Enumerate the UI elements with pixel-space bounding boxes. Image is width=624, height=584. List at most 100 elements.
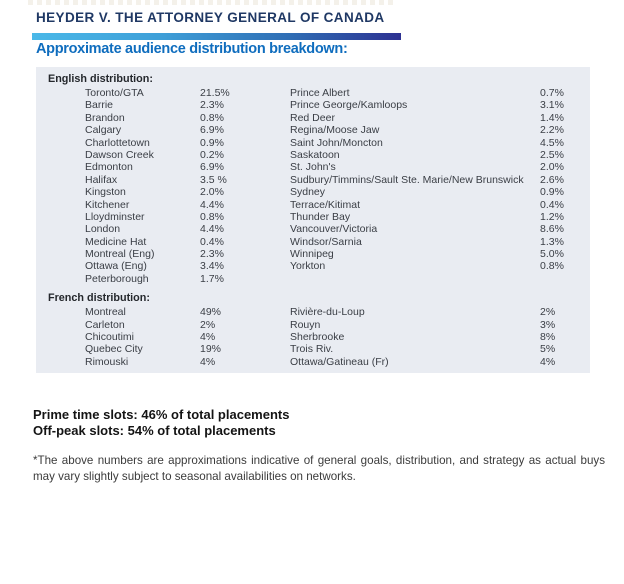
market-share: 2.5% [540, 148, 564, 161]
market-share: 1.3% [540, 235, 564, 248]
market-share: 19% [200, 343, 222, 356]
market-name: Halifax [85, 173, 118, 186]
market-name: Ottawa/Gatineau (Fr) [290, 355, 389, 368]
english-distribution-label: English distribution: [48, 73, 153, 85]
market-share: 1.2% [540, 210, 564, 223]
market-share: 2.6% [540, 173, 564, 186]
section-heading: Approximate audience distribution breakd… [36, 41, 348, 57]
market-name: Toronto/GTA [85, 87, 144, 99]
footnote: *The above numbers are approximations in… [33, 454, 605, 483]
distribution-row: Edmonton 6.9% [85, 161, 290, 173]
french-right-column: Rivière-du-Loup 2% Rouyn 3% Sherbrooke 8… [290, 306, 590, 368]
market-name: Vancouver/Victoria [290, 223, 378, 236]
market-name: Calgary [85, 124, 122, 137]
market-name: Trois Riv. [290, 343, 334, 356]
market-name: Yorkton [290, 260, 326, 273]
market-name: Edmonton [85, 161, 133, 174]
market-name: Sudbury/Timmins/Sault Ste. Marie/New Bru… [290, 173, 524, 186]
distribution-row: Rimouski 4% [85, 356, 290, 368]
market-name: Prince Albert [290, 87, 350, 99]
distribution-row: Red Deer 1.4% [290, 112, 590, 124]
distribution-row: Halifax 3.5 % [85, 174, 290, 186]
distribution-row: Rivière-du-Loup 2% [290, 306, 590, 318]
market-name: Rouyn [290, 318, 321, 331]
distribution-row: Sherbrooke 8% [290, 331, 590, 343]
cropped-text-artifact [28, 0, 393, 5]
distribution-row: Prince Albert 0.7% [290, 87, 590, 99]
market-name: Carleton [85, 318, 125, 331]
distribution-panel: English distribution: Toronto/GTA 21.5% … [36, 67, 590, 373]
distribution-row: Kitchener 4.4% [85, 199, 290, 211]
market-name: Charlottetown [85, 136, 150, 149]
market-name: Rimouski [85, 355, 129, 368]
english-right-column: Prince Albert 0.7% Prince George/Kamloop… [290, 87, 590, 273]
market-name: Prince George/Kamloops [290, 99, 408, 112]
market-share: 8.6% [540, 223, 564, 236]
off-peak-line: Off-peak slots: 54% of total placements [33, 422, 276, 438]
market-share: 0.4% [540, 198, 564, 211]
market-share: 6.9% [200, 124, 224, 137]
market-share: 5% [540, 343, 556, 356]
market-name: Lloydminster [85, 210, 145, 223]
page-title: HEYDER V. THE ATTORNEY GENERAL OF CANADA [36, 10, 385, 25]
market-name: Rivière-du-Loup [290, 306, 365, 319]
distribution-row: Prince George/Kamloops 3.1% [290, 99, 590, 111]
market-share: 5.0% [540, 248, 564, 261]
french-left-column: Montreal 49% Carleton 2% Chicoutimi 4% Q… [85, 306, 290, 368]
english-left-column: Toronto/GTA 21.5% Barrie 2.3% Brandon 0.… [85, 87, 290, 285]
market-share: 0.8% [200, 210, 224, 223]
french-distribution-section: French distribution: Montreal 49% Carlet… [36, 291, 590, 368]
distribution-row: Regina/Moose Jaw 2.2% [290, 124, 590, 136]
distribution-row: Charlottetown 0.9% [85, 137, 290, 149]
market-name: Regina/Moose Jaw [290, 124, 380, 137]
market-share: 0.8% [540, 260, 564, 273]
market-name: Peterborough [85, 272, 149, 285]
market-share: 2.0% [540, 161, 564, 174]
distribution-row: Sudbury/Timmins/Sault Ste. Marie/New Bru… [290, 174, 590, 186]
market-share: 0.2% [200, 148, 224, 161]
distribution-row: Thunder Bay 1.2% [290, 211, 590, 223]
market-name: Montreal [85, 306, 126, 319]
market-name: Terrace/Kitimat [290, 198, 361, 211]
market-share: 3% [540, 318, 556, 331]
distribution-row: Windsor/Sarnia 1.3% [290, 236, 590, 248]
market-share: 4% [540, 355, 556, 368]
market-name: Barrie [85, 99, 114, 112]
market-name: Brandon [85, 111, 125, 124]
market-share: 0.9% [540, 186, 564, 199]
distribution-row: Peterborough 1.7% [85, 273, 290, 285]
market-name: Saskatoon [290, 148, 340, 161]
market-name: Red Deer [290, 111, 335, 124]
distribution-row: Yorkton 0.8% [290, 260, 590, 272]
distribution-row: Montreal 49% [85, 306, 290, 318]
market-name: Chicoutimi [85, 331, 135, 344]
distribution-row: Toronto/GTA 21.5% [85, 87, 290, 99]
market-share: 3.5 % [200, 173, 227, 186]
distribution-row: Vancouver/Victoria 8.6% [290, 223, 590, 235]
distribution-row: St. John's 2.0% [290, 161, 590, 173]
market-share: 0.7% [540, 87, 564, 99]
market-name: Windsor/Sarnia [290, 235, 362, 248]
market-share: 2.2% [540, 124, 564, 137]
market-name: Thunder Bay [290, 210, 351, 223]
distribution-row: London 4.4% [85, 223, 290, 235]
english-distribution-columns: Toronto/GTA 21.5% Barrie 2.3% Brandon 0.… [36, 87, 590, 285]
market-name: Sydney [290, 186, 326, 199]
distribution-row: Calgary 6.9% [85, 124, 290, 136]
market-share: 0.9% [200, 136, 224, 149]
title-underline-bar [32, 33, 401, 40]
french-distribution-columns: Montreal 49% Carleton 2% Chicoutimi 4% Q… [36, 306, 590, 368]
market-share: 8% [540, 331, 556, 344]
market-name: Medicine Hat [85, 235, 147, 248]
distribution-row: Ottawa (Eng) 3.4% [85, 260, 290, 272]
distribution-row: Winnipeg 5.0% [290, 248, 590, 260]
distribution-row: Medicine Hat 0.4% [85, 236, 290, 248]
market-name: St. John's [290, 161, 336, 174]
distribution-row: Kingston 2.0% [85, 186, 290, 198]
distribution-row: Montreal (Eng) 2.3% [85, 248, 290, 260]
market-share: 4.4% [200, 223, 224, 236]
market-share: 3.1% [540, 99, 564, 112]
distribution-row: Barrie 2.3% [85, 99, 290, 111]
distribution-row: Saint John/Moncton 4.5% [290, 137, 590, 149]
distribution-row: Ottawa/Gatineau (Fr) 4% [290, 356, 590, 368]
